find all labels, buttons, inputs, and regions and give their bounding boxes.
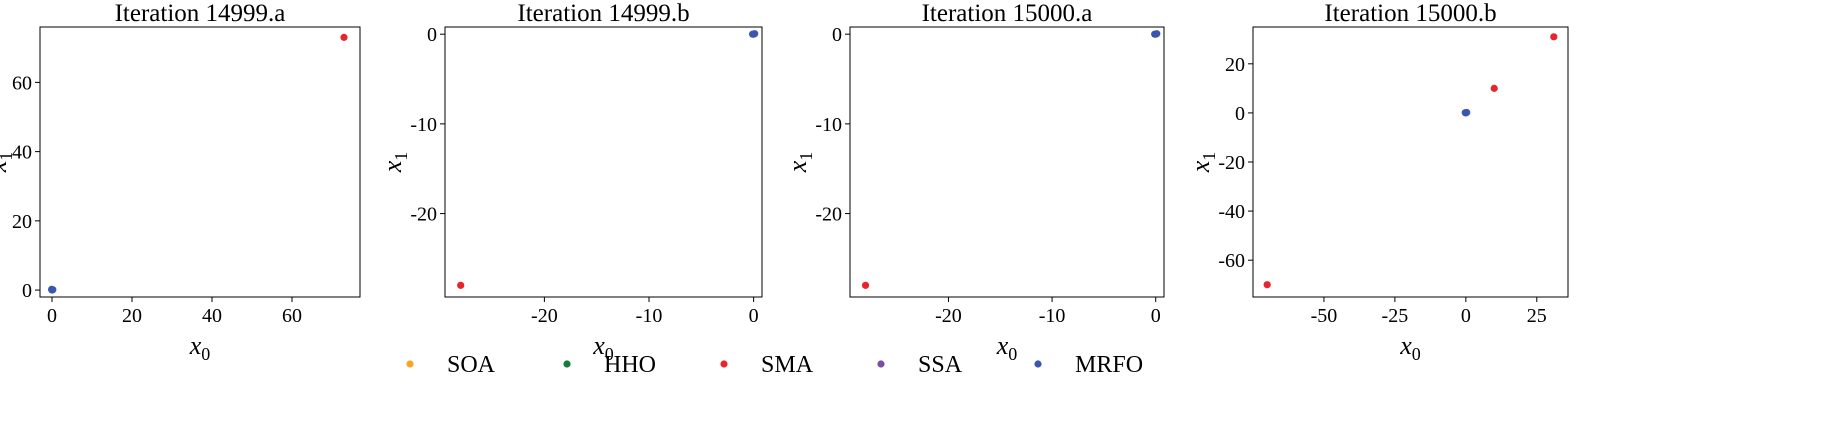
legend-marker-hho [563,360,571,368]
point-mrfo [48,285,56,293]
x-axis-label: x0 [996,331,1018,364]
point-sma [457,281,465,289]
plot-frame [39,26,361,298]
x-axis-label: x0 [189,331,211,364]
x-axis-label: x0 [1399,331,1421,364]
point-sma [1263,281,1271,289]
y-tick-label: 20 [12,211,32,233]
x-tick-label: 20 [122,305,142,327]
legend-marker-soa [406,360,414,368]
y-tick-label: 0 [427,24,437,46]
y-tick-label: -20 [410,204,437,226]
y-tick-label: -20 [815,204,842,226]
subplot-title: Iteration 15000.a [922,0,1093,27]
plot-frame [849,26,1165,298]
legend: SOA HHO SMA SSA MRFO [406,352,1143,378]
y-axis-label: x1 [1186,152,1219,174]
x-tick-label: -10 [636,305,663,327]
legend-marker-mrfo [1034,360,1042,368]
y-tick-label: -40 [1218,201,1245,223]
point-sma [340,33,348,41]
legend-label-sma: SMA [761,352,814,378]
legend-label-ssa: SSA [918,352,963,378]
y-tick-label: -10 [815,114,842,136]
point-mrfo [748,30,757,38]
x-tick-label: 0 [47,305,57,327]
x-tick-label: 60 [282,305,302,327]
point-sma [1550,33,1558,41]
subplot-title: Iteration 15000.b [1324,0,1496,27]
x-tick-label: 0 [1461,305,1471,327]
x-tick-label: 40 [202,305,222,327]
subplot-title: Iteration 14999.a [115,0,286,27]
x-tick-label: 0 [749,305,759,327]
y-tick-label: 60 [12,72,32,94]
subplot-4: Iteration 15000.b -50 -25 0 25 -60 -40 -20 0 20 x0… [1186,0,1569,364]
y-axis-label: x1 [378,152,411,174]
y-tick-label: 0 [22,280,32,302]
y-tick-label: -10 [410,114,437,136]
plot-frame [1252,26,1569,298]
y-axis-label: x1 [783,152,816,174]
plot-frame [444,26,763,298]
legend-label-hho: HHO [604,352,656,378]
x-tick-label: -25 [1382,305,1409,327]
y-tick-label: 0 [1235,103,1245,125]
subplot-3: Iteration 15000.a -20 -10 0 -20 -10 0 x0 x1 [783,0,1165,364]
legend-marker-sma [720,360,728,368]
point-sma [861,281,870,289]
subplot-title: Iteration 14999.b [517,0,689,27]
point-mrfo [1461,109,1469,117]
x-tick-label: -10 [1039,305,1066,327]
legend-label-mrfo: MRFO [1075,352,1143,378]
point-mrfo [1151,30,1159,38]
legend-label-soa: SOA [447,352,496,378]
point-sma [1490,84,1498,92]
y-tick-label: 0 [832,24,842,46]
x-tick-label: -50 [1311,305,1338,327]
subplot-1: Iteration 14999.a02040600204060x0x1 [0,0,361,364]
x-tick-label: 0 [1151,305,1161,327]
legend-marker-ssa [877,360,885,368]
x-tick-label: 25 [1527,305,1547,327]
y-tick-label: 40 [12,142,32,164]
y-tick-label: 20 [1225,54,1245,76]
y-tick-label: -20 [1218,152,1245,174]
x-tick-label: -20 [531,305,558,327]
y-tick-label: -60 [1218,250,1245,272]
x-tick-label: -20 [935,305,962,327]
